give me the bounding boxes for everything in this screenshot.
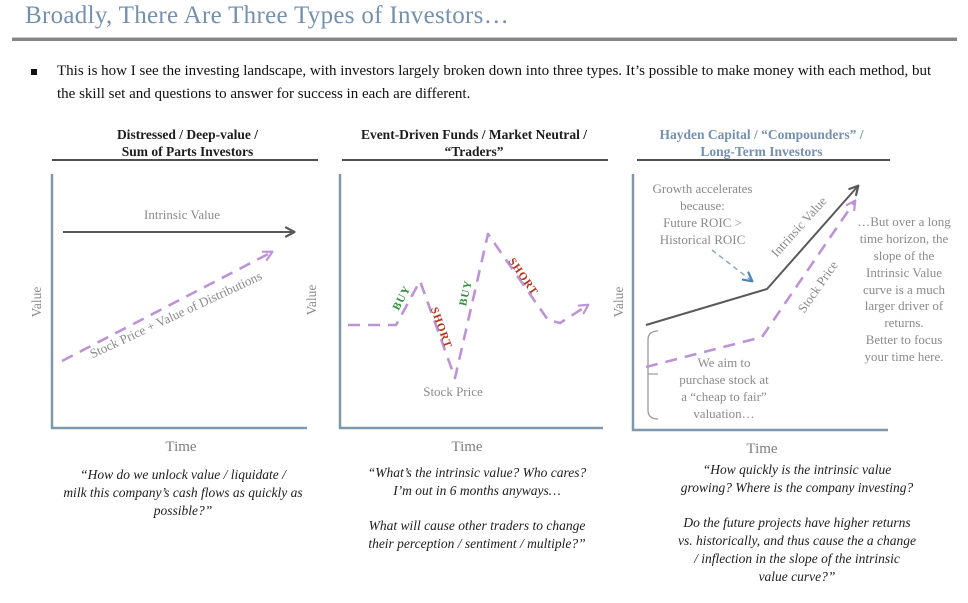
- x-axis-label-1: Time: [165, 439, 197, 455]
- bullet-icon: [31, 69, 37, 75]
- y-axis-label-1: Value: [29, 286, 44, 318]
- series-line: [645, 184, 860, 326]
- quote-compounders: “How quickly is the intrinsic value grow…: [677, 462, 917, 584]
- column-heading-distressed: Distressed / Deep-value / Sum of Parts I…: [116, 127, 259, 159]
- y-axis-label-3: Value: [611, 286, 626, 318]
- column-heading-rule-2: [342, 159, 608, 161]
- chart-axes: [50, 174, 307, 430]
- series-line: [645, 199, 857, 369]
- column-heading-traders: Event-Driven Funds / Market Neutral / “T…: [360, 127, 588, 159]
- chart-axes: [338, 174, 603, 430]
- quote-distressed: “How do we unlock value / liquidate / mi…: [63, 467, 303, 518]
- intro-paragraph: This is how I see the investing landscap…: [57, 63, 932, 102]
- quote-traders: “What’s the intrinsic value? Who cares? …: [367, 465, 587, 552]
- x-axis-label-2: Time: [451, 439, 483, 455]
- title-divider: [12, 37, 957, 41]
- long-horizon-note: …But over a long time horizon, the slope…: [857, 214, 951, 365]
- valuation-brace: [647, 330, 659, 420]
- series-line: [711, 249, 754, 283]
- growth-accelerates-note: Growth accelerates because: Future ROIC …: [652, 181, 753, 247]
- series-line: [348, 232, 590, 380]
- chart-axes: [631, 174, 888, 432]
- slide-title: Broadly, There Are Three Types of Invest…: [25, 2, 510, 29]
- column-heading-rule-1: [52, 159, 318, 161]
- intrinsic-value-label-1: Intrinsic Value: [144, 207, 220, 222]
- column-heading-compounders: Hayden Capital / “Compounders” / Long-Te…: [659, 127, 864, 159]
- column-heading-rule-3: [637, 159, 890, 161]
- stock-price-label-2: Stock Price: [423, 384, 483, 399]
- x-axis-label-3: Time: [746, 441, 778, 457]
- cheap-to-fair-note: We aim to purchase stock at a “cheap to …: [679, 355, 769, 421]
- y-axis-label-2: Value: [304, 284, 319, 316]
